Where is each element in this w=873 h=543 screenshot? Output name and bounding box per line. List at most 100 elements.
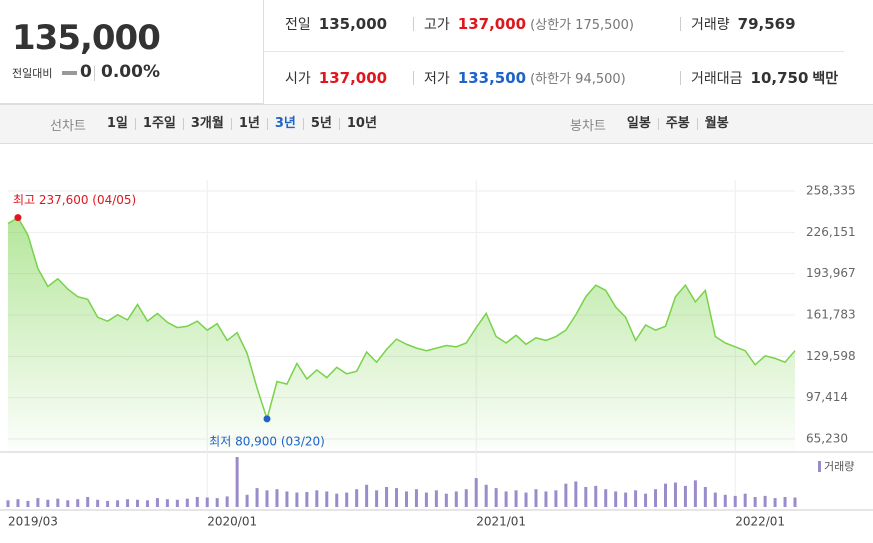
x-tick-label: 2019/03 [8, 515, 58, 529]
quote-label: 전일 [285, 17, 311, 33]
volume-bar [245, 494, 249, 507]
volume-bar [235, 457, 239, 507]
volume-bar [614, 491, 618, 507]
tab[interactable]: 주봉 [657, 117, 697, 130]
volume-bar [484, 484, 488, 507]
volume-bar [673, 482, 677, 507]
quote-value: 79,569 [737, 15, 796, 33]
x-tick-label: 2022/01 [735, 515, 785, 529]
line-tabs: 선차트 1일 1주일 3개월 1년 3년 5년 10년 [50, 105, 384, 143]
y-tick-label: 258,335 [806, 184, 856, 198]
volume-bar [345, 492, 349, 507]
price-box: 135,000 전일대비 0 0.00% [0, 0, 264, 104]
price-area [8, 217, 795, 452]
volume-bar [295, 492, 299, 507]
volume-bar [434, 490, 438, 507]
volume-bar [76, 499, 80, 507]
annotation: 최고 237,600 (04/05) [13, 193, 136, 207]
volume-bar [145, 500, 149, 507]
volume-bar [275, 489, 279, 507]
volume-bar [26, 500, 30, 507]
tab[interactable]: 3개월 [182, 117, 231, 130]
quote-cell: 전일 135,000 [285, 14, 387, 34]
volume-bar [554, 490, 558, 507]
volume-bar [126, 499, 130, 507]
quote-label: 시가 [285, 71, 311, 87]
volume-bar [793, 497, 797, 507]
quote-value: 133,500 [457, 69, 527, 87]
separator [680, 17, 681, 31]
tab[interactable]: 일봉 [626, 116, 651, 131]
x-tick-label: 2021/01 [476, 515, 526, 529]
flat-icon [62, 71, 77, 75]
quote-value: 10,750 [750, 69, 809, 87]
row-divider [264, 51, 844, 52]
volume-bar [265, 490, 269, 507]
volume-bar [414, 489, 418, 507]
quote-label: 거래량 [691, 17, 730, 33]
y-tick-label: 226,151 [806, 225, 856, 239]
volume-bar [733, 495, 737, 507]
tab[interactable]: 5년 [302, 117, 339, 130]
quote-cell: 저가 133,500 (하한가 94,500) [424, 68, 626, 88]
y-tick-label: 193,967 [806, 266, 856, 280]
quote-cell: 고가 137,000 (상한가 175,500) [424, 14, 634, 34]
volume-bar [514, 490, 518, 507]
change-label: 전일대비 [12, 67, 53, 80]
volume-bar [584, 487, 588, 507]
legend-swatch [818, 461, 821, 472]
quote-label: 거래대금 [691, 71, 743, 87]
volume-bar [524, 492, 528, 507]
tab[interactable]: 1년 [230, 117, 267, 130]
volume-bar [395, 488, 399, 507]
quote-unit: 백만 [812, 71, 839, 87]
volume-bar [116, 500, 120, 507]
volume-bar [544, 491, 548, 507]
volume-bar [106, 500, 110, 507]
volume-bar [783, 497, 787, 507]
volume-bar [365, 484, 369, 507]
quote-note: (상한가 175,500) [530, 18, 635, 33]
volume-bar [305, 492, 309, 507]
volume-bar [195, 497, 199, 507]
separator [413, 17, 414, 31]
tab[interactable]: 1일 [106, 116, 128, 131]
volume-bar [763, 495, 767, 507]
volume-bar [36, 498, 40, 507]
volume-bar [454, 491, 458, 507]
y-tick-label: 161,783 [806, 307, 856, 321]
extreme-dot [263, 415, 271, 423]
quote-cell: 시가 137,000 [285, 68, 387, 88]
volume-bar [56, 498, 60, 507]
volume-bar [594, 485, 598, 507]
tab[interactable]: 10년 [338, 117, 384, 130]
quote-value: 137,000 [318, 69, 388, 87]
price: 135,000 [12, 18, 161, 58]
separator [94, 66, 95, 81]
volume-bar [215, 498, 219, 507]
volume-bar [474, 478, 478, 507]
quote-label: 저가 [424, 71, 450, 87]
change: 0 [80, 62, 92, 82]
quote-value: 135,000 [318, 15, 388, 33]
quote-cell: 거래량 79,569 [691, 14, 796, 34]
volume-bar [255, 488, 259, 507]
tab-group-label: 봉차트 [570, 118, 606, 134]
volume-bar [225, 496, 229, 507]
quote-value: 137,000 [457, 15, 527, 33]
volume-bar [404, 491, 408, 507]
volume-bar [375, 490, 379, 507]
volume-bar [86, 497, 90, 507]
volume-bar [574, 481, 578, 507]
volume-bar [6, 500, 10, 507]
tab[interactable]: 1주일 [134, 117, 183, 130]
volume-bar [753, 497, 757, 507]
tab[interactable]: 3년 [266, 117, 303, 130]
volume-bar [464, 489, 468, 507]
volume-bar [604, 489, 608, 507]
volume-bar [175, 499, 179, 507]
quote-label: 고가 [424, 17, 450, 33]
tab[interactable]: 월봉 [696, 117, 736, 130]
